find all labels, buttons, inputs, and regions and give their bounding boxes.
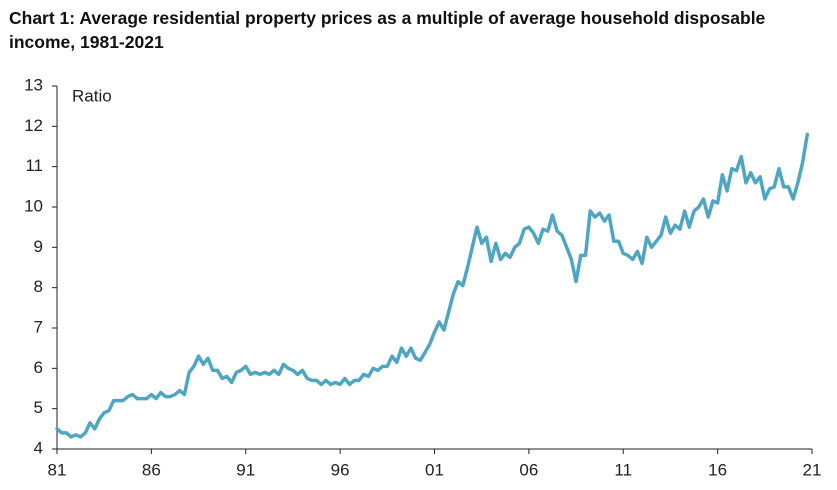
data-line: [55, 132, 810, 439]
x-tick-label: 11: [614, 460, 632, 479]
x-tick-label: 81: [48, 460, 67, 479]
x-tick-label: 16: [708, 460, 727, 479]
y-tick-label: 10: [24, 196, 43, 215]
y-tick-label: 9: [34, 237, 43, 256]
x-tick-label: 06: [519, 460, 538, 479]
y-tick-label: 12: [24, 116, 43, 135]
chart-title: Chart 1: Average residential property pr…: [9, 8, 766, 52]
y-tick-label: 6: [34, 358, 43, 377]
x-tick-label: 86: [142, 460, 161, 479]
x-tick-label: 21: [803, 460, 822, 479]
y-tick-label: 4: [34, 438, 43, 457]
y-tick-label: 13: [24, 75, 43, 94]
y-tick-label: 5: [34, 398, 43, 417]
x-tick-label: 96: [331, 460, 350, 479]
y-tick-label: 11: [25, 156, 43, 175]
y-axis-label: Ratio: [72, 86, 112, 105]
y-tick-label: 8: [34, 277, 43, 296]
x-tick-label: 01: [425, 460, 444, 479]
y-tick-label: 7: [34, 317, 43, 336]
x-tick-label: 91: [236, 460, 255, 479]
